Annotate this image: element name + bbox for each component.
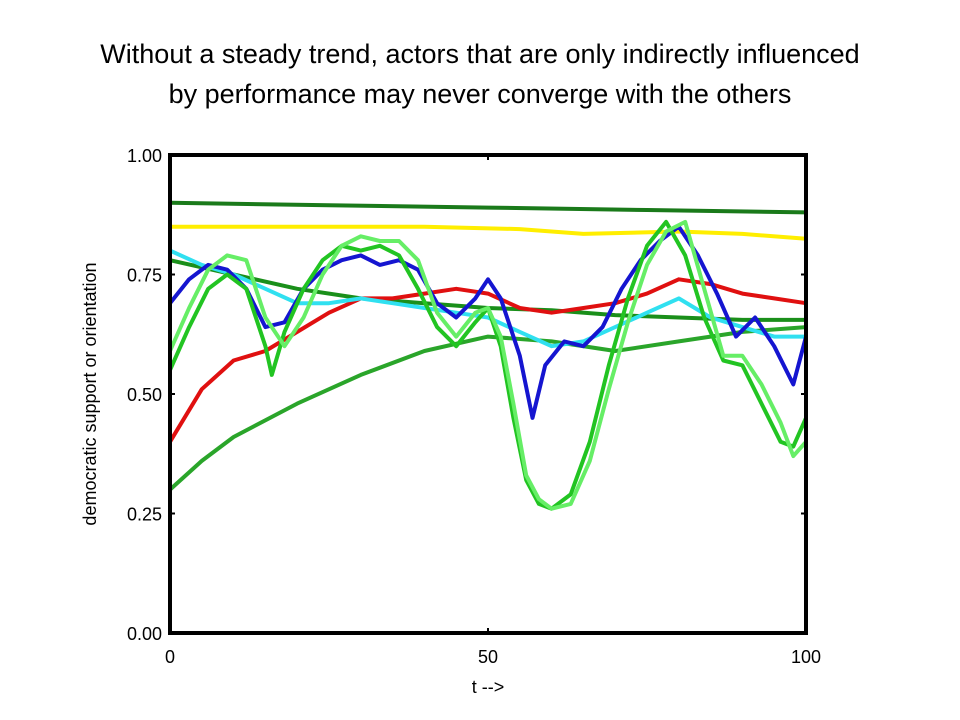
slide-title: Without a steady trend, actors that are … bbox=[0, 34, 960, 114]
slide-title-line-2: by performance may never converge with t… bbox=[168, 79, 792, 109]
y-tick-label: 1.00 bbox=[127, 146, 162, 166]
series-layer bbox=[168, 200, 808, 511]
tick-layer: 0.00 0.25 0.50 0.75 1.00 0 50 100 bbox=[127, 146, 821, 667]
series-line-7 bbox=[168, 224, 808, 420]
y-tick-label: 0.50 bbox=[127, 385, 162, 405]
y-tick-label: 0.00 bbox=[127, 624, 162, 644]
series-line-4 bbox=[168, 277, 807, 443]
series-line-9 bbox=[168, 219, 808, 511]
series-line-1 bbox=[169, 200, 807, 215]
y-tick-label: 0.25 bbox=[127, 505, 162, 525]
series-line-2 bbox=[170, 224, 807, 241]
y-axis-label: democratic support or orientation bbox=[80, 262, 100, 525]
y-tick-label: 0.75 bbox=[127, 266, 162, 286]
slide-title-line-1: Without a steady trend, actors that are … bbox=[100, 39, 860, 69]
x-tick-label: 50 bbox=[478, 647, 498, 667]
x-tick-label: 100 bbox=[791, 647, 821, 667]
x-tick-label: 0 bbox=[165, 647, 175, 667]
series-line-8 bbox=[168, 219, 808, 511]
x-axis-label: t --> bbox=[472, 677, 505, 697]
series-line-6 bbox=[169, 248, 806, 349]
